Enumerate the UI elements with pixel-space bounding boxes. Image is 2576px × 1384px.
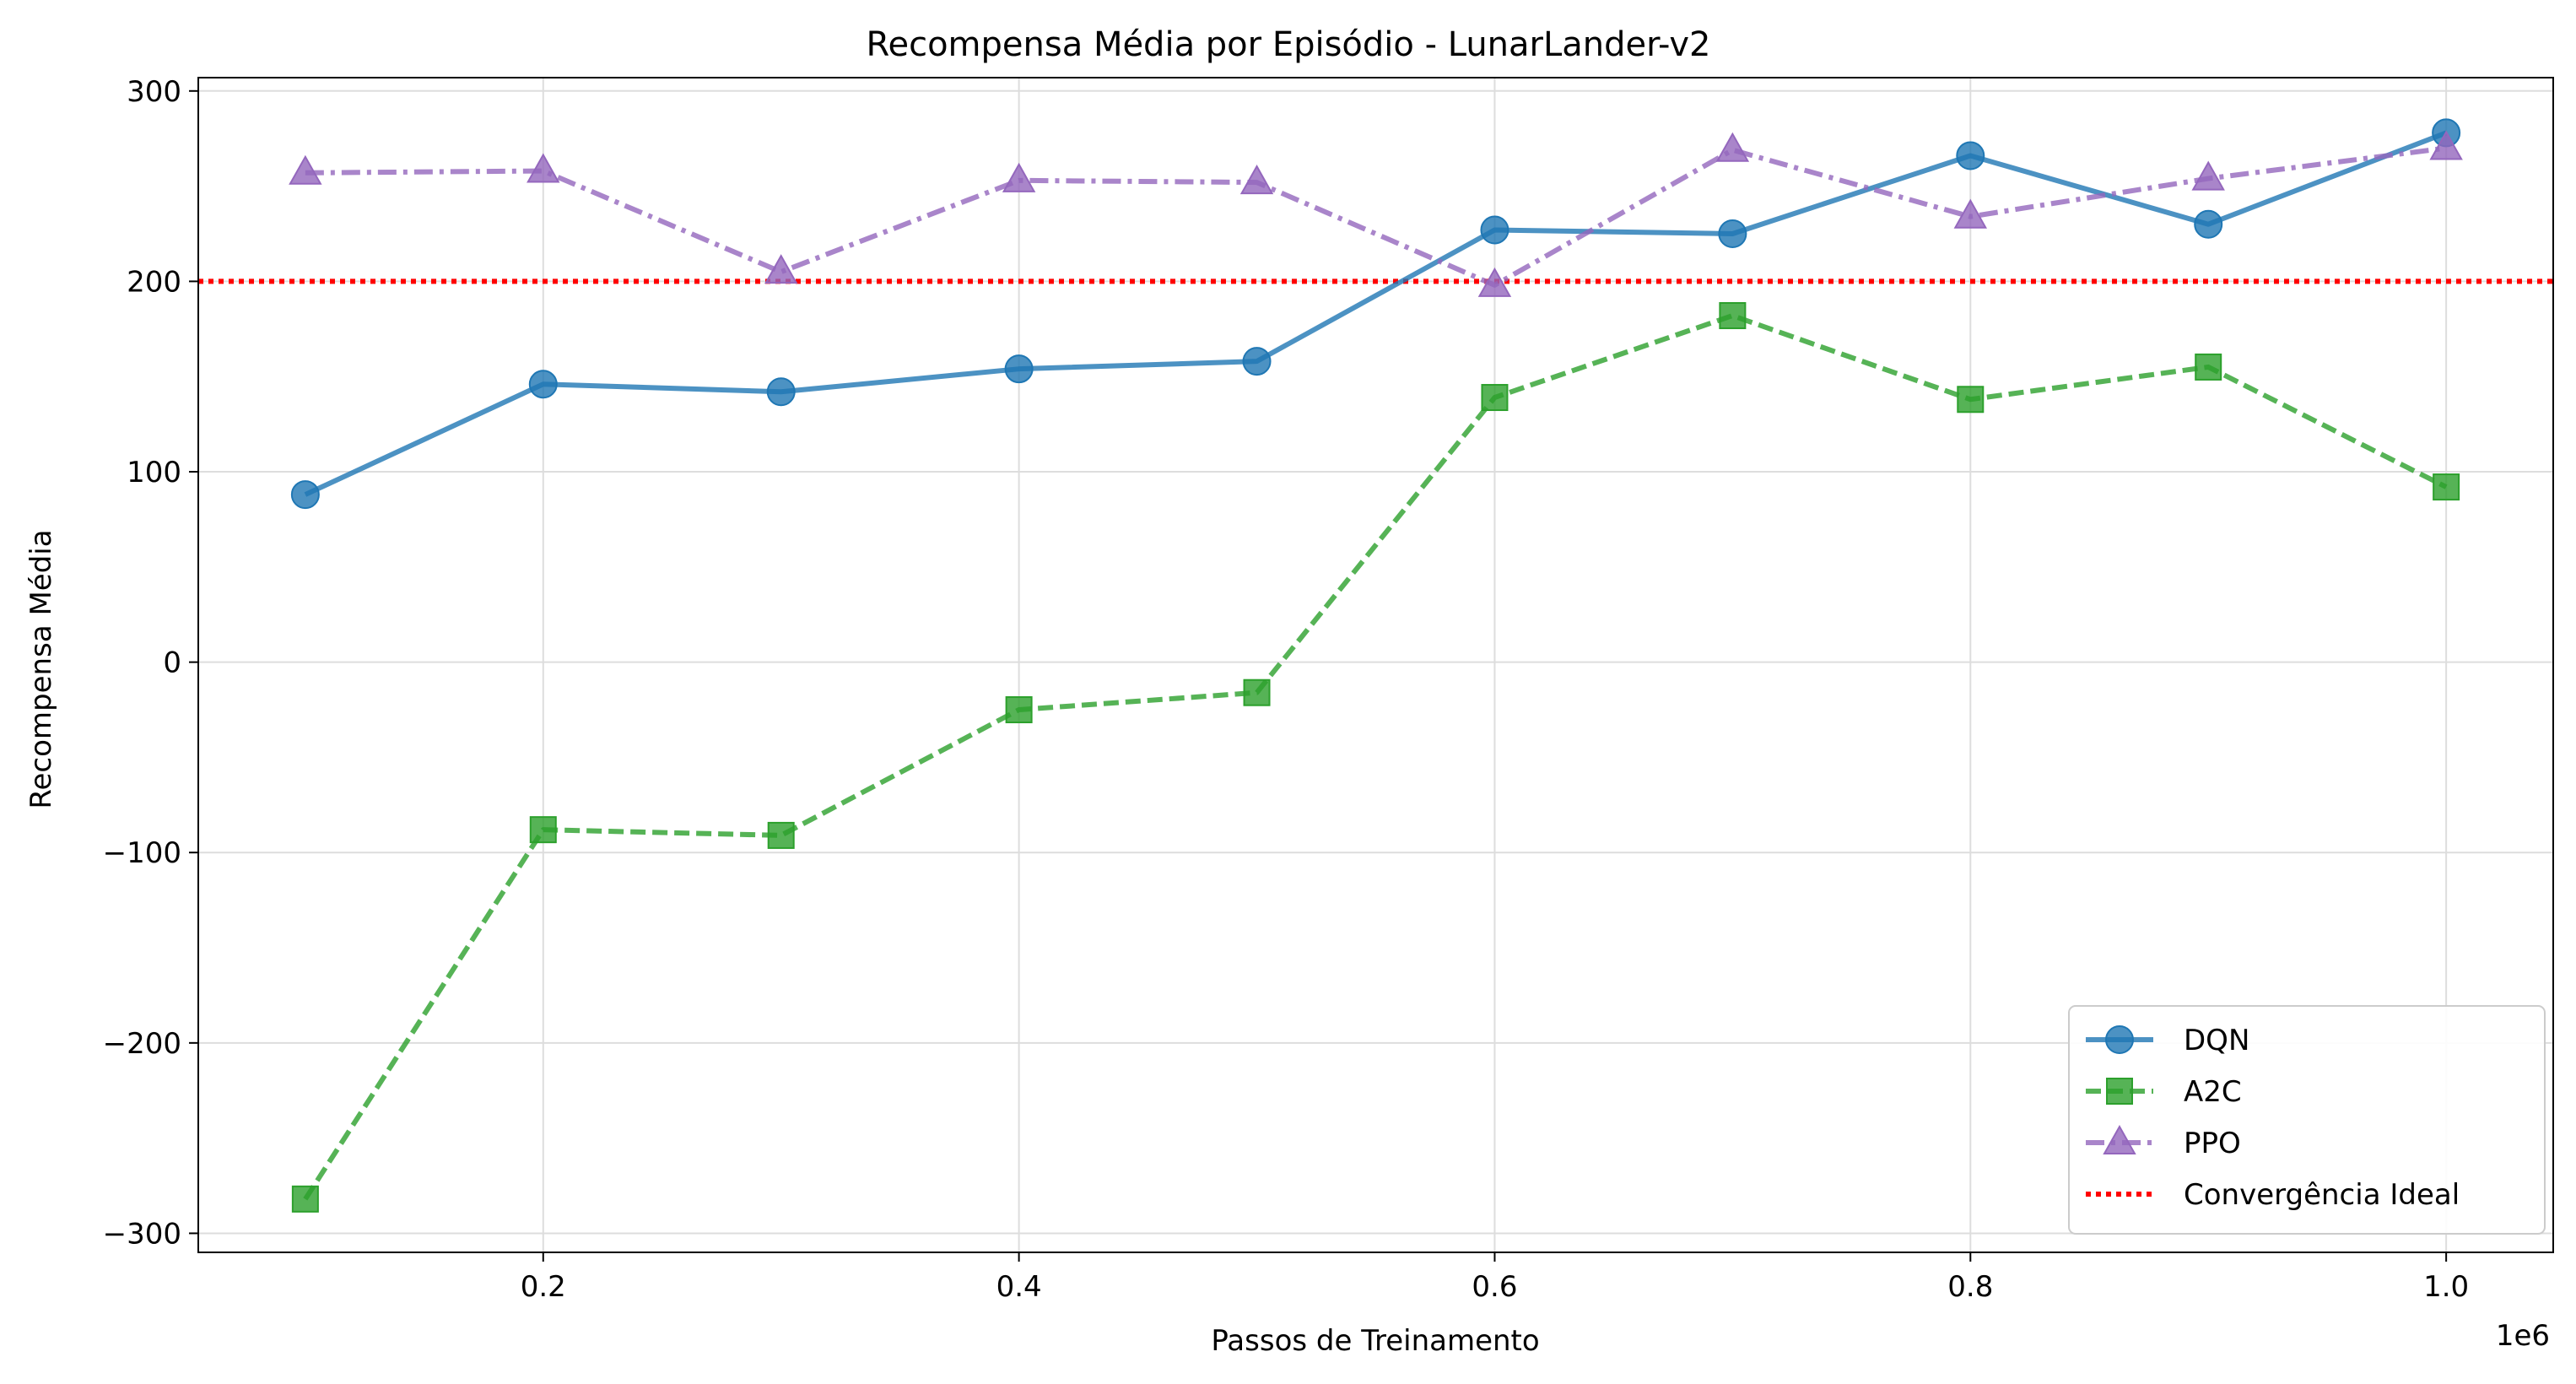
data-point-ppo	[2429, 130, 2463, 160]
legend-item: DQN	[2086, 1024, 2249, 1057]
chart-title: Recompensa Média por Episódio - LunarLan…	[866, 25, 1710, 64]
data-point-dqn	[766, 377, 796, 407]
x-axis-label: Passos de Treinamento	[1211, 1324, 1539, 1358]
series-dqn	[290, 118, 2461, 510]
y-tick-label: 200	[127, 265, 181, 299]
data-point-dqn	[2194, 209, 2223, 239]
data-point-ppo	[764, 254, 798, 284]
series-ppo	[289, 130, 2463, 297]
data-point-a2c	[1719, 302, 1747, 330]
data-point-dqn	[1004, 354, 1034, 384]
data-point-dqn	[1718, 219, 1747, 248]
data-point-a2c	[1243, 678, 1271, 706]
y-tick-label: 300	[127, 75, 181, 109]
data-point-ppo	[1002, 162, 1036, 192]
y-axis-label: Recompensa Média	[24, 529, 58, 808]
x-tick-label: 0.8	[1947, 1270, 1993, 1304]
y-tick-label: −200	[103, 1027, 181, 1061]
legend-item: PPO	[2086, 1124, 2241, 1160]
data-point-ppo	[1477, 267, 1512, 297]
data-point-a2c	[767, 821, 795, 849]
data-point-ppo	[527, 153, 560, 183]
series-line-ppo	[305, 145, 2447, 288]
legend: DQN A2C PPO Convergência Ideal	[2068, 1005, 2546, 1235]
x-tick-label: 0.4	[996, 1270, 1042, 1304]
data-point-a2c	[291, 1185, 319, 1213]
data-point-ppo	[289, 154, 322, 185]
y-tick-label: 0	[163, 646, 181, 680]
data-point-a2c	[2433, 473, 2460, 501]
legend-label: Convergência Ideal	[2184, 1178, 2460, 1212]
data-point-a2c	[2195, 353, 2222, 381]
legend-item: Convergência Ideal	[2086, 1178, 2460, 1212]
legend-box	[2068, 1005, 2546, 1235]
legend-label: A2C	[2184, 1075, 2242, 1109]
x-tick-label: 0.6	[1472, 1270, 1517, 1304]
legend-label: DQN	[2184, 1024, 2249, 1057]
data-point-dqn	[1480, 215, 1509, 245]
data-point-ppo	[1953, 198, 1988, 229]
data-point-dqn	[290, 480, 320, 510]
x-tick-label: 1.0	[2423, 1270, 2469, 1304]
data-point-ppo	[1239, 165, 1274, 195]
legend-item: A2C	[2086, 1075, 2242, 1109]
y-tick-label: 100	[127, 456, 181, 489]
legend-swatch-marker	[2106, 1078, 2133, 1105]
series-a2c	[291, 302, 2460, 1213]
plot-area-frame	[197, 77, 2554, 1253]
data-point-a2c	[529, 816, 557, 844]
data-point-a2c	[1005, 696, 1033, 724]
data-point-dqn	[1242, 347, 1272, 376]
series-line-dqn	[304, 130, 2448, 497]
x-tick-label: 0.2	[521, 1270, 566, 1304]
data-point-ppo	[2191, 160, 2225, 191]
x-axis-offset-label: 1e6	[2496, 1319, 2550, 1353]
data-point-a2c	[1481, 384, 1509, 412]
data-point-dqn	[1956, 141, 1985, 170]
legend-label: PPO	[2184, 1127, 2241, 1160]
data-point-ppo	[1715, 132, 1750, 162]
legend-swatch-marker	[2103, 1124, 2136, 1154]
data-point-a2c	[1957, 386, 1985, 414]
series-line-a2c	[303, 313, 2448, 1201]
legend-swatch-marker	[2105, 1025, 2134, 1054]
y-tick-label: −300	[103, 1217, 181, 1251]
y-tick-label: −100	[103, 836, 181, 870]
data-point-dqn	[528, 370, 558, 399]
